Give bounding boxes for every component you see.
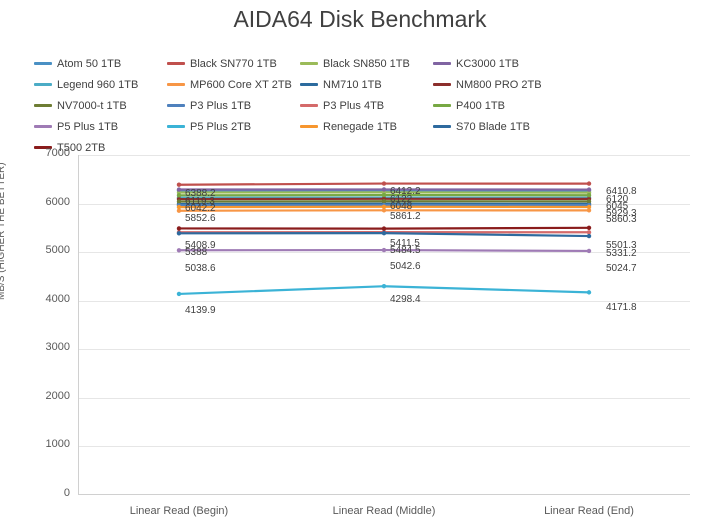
legend-swatch-icon [34,104,52,107]
y-axis-label: MB/S (HIGHER THE BETTER) [0,162,7,300]
x-axis-tick: Linear Read (Middle) [332,505,436,517]
gridline [79,446,690,448]
legend-swatch-icon [167,83,185,86]
legend-item[interactable]: P400 1TB [433,95,566,116]
data-label: 4139.9 [185,305,216,316]
legend-item[interactable]: P3 Plus 4TB [300,95,433,116]
legend-swatch-icon [34,146,52,149]
data-label: 5852.6 [185,213,216,224]
y-axis-tick: 0 [63,487,70,499]
legend-label: P5 Plus 2TB [190,120,252,133]
chart-title: AIDA64 Disk Benchmark [233,6,487,32]
data-label: 6042.2 [185,203,216,214]
y-axis-tick: 4000 [45,292,70,305]
data-label: 6119.3 [185,196,215,207]
x-axis-tick: Linear Read (End) [544,505,634,517]
gridline [79,203,690,205]
legend-label: MP600 Core XT 2TB [190,78,292,91]
plot-area [78,155,690,495]
legend-item[interactable]: P3 Plus 1TB [167,95,300,116]
data-label: 6388.2 [185,188,216,199]
legend-label: P3 Plus 4TB [323,99,385,112]
legend-item[interactable]: Atom 50 1TB [34,53,167,74]
legend-item[interactable]: Renegade 1TB [300,116,433,137]
legend-label: NM800 PRO 2TB [456,78,542,91]
legend-item[interactable]: NM710 1TB [300,74,433,95]
legend-item[interactable]: P5 Plus 1TB [34,116,167,137]
chart-legend: Atom 50 1TB Black SN770 1TB Black SN850 1T… [34,53,694,158]
y-axis-tick: 5000 [45,244,70,257]
data-label: 6412.2 [390,186,421,197]
legend-item[interactable]: KC3000 1TB [433,53,566,74]
legend-label: Atom 50 1TB [57,57,122,70]
data-label: 6120 [606,194,629,205]
legend-label: Black SN850 1TB [323,57,410,70]
legend-swatch-icon [167,62,185,65]
legend-swatch-icon [300,83,318,86]
data-label: 5860.3 [606,214,637,225]
gridline [79,252,690,254]
data-label: 6410.8 [606,186,637,197]
data-label: 5484.5 [390,245,421,256]
data-label: 5861.2 [390,211,421,222]
legend-swatch-icon [300,62,318,65]
y-axis-tick: 3000 [45,341,70,354]
gridline [79,397,690,399]
data-label: 5331.2 [606,248,637,259]
data-label: 5929.3 [606,208,637,219]
legend-swatch-icon [433,104,451,107]
gridline [79,155,690,156]
legend-label: Black SN770 1TB [190,57,277,70]
data-label: 5501.3 [606,240,637,251]
legend-label: P400 1TB [456,99,505,112]
x-axis-tick: Linear Read (Begin) [129,505,229,517]
legend-label: Renegade 1TB [323,120,397,133]
legend-swatch-icon [433,83,451,86]
legend-label: S70 Blade 1TB [456,120,530,133]
gridline [79,300,690,302]
legend-item[interactable]: P5 Plus 2TB [167,116,300,137]
legend-label: NV7000-t 1TB [57,99,127,112]
y-axis-tick: 1000 [45,438,70,451]
legend-item[interactable]: Black SN850 1TB [300,53,433,74]
legend-swatch-icon [34,125,52,128]
y-axis-tick: 6000 [45,195,70,208]
legend-item[interactable]: S70 Blade 1TB [433,116,566,137]
data-label: 5024.7 [606,263,637,274]
legend-item[interactable]: T500 2TB [34,137,167,158]
legend-swatch-icon [167,125,185,128]
legend-item[interactable]: Legend 960 1TB [34,74,167,95]
legend-swatch-icon [300,125,318,128]
data-label: 5388 [185,247,208,258]
legend-item[interactable]: MP600 Core XT 2TB [167,74,300,95]
legend-swatch-icon [34,62,52,65]
data-label: 5042.6 [390,261,421,272]
data-label: 4171.8 [606,302,637,313]
y-axis-tick: 7000 [45,147,70,159]
legend-swatch-icon [300,104,318,107]
legend-swatch-icon [167,104,185,107]
legend-label: P3 Plus 1TB [190,99,252,112]
data-label: 5411.5 [390,238,420,249]
legend-item[interactable]: NM800 PRO 2TB [433,74,566,95]
data-label: 4298.4 [390,294,421,305]
data-label: 6122 [390,194,413,205]
legend-item[interactable]: NV7000-t 1TB [34,95,167,116]
data-label: 6048 [390,201,413,212]
legend-label: KC3000 1TB [456,57,519,70]
legend-label: Legend 960 1TB [57,78,139,91]
legend-swatch-icon [433,62,451,65]
legend-item[interactable]: Black SN770 1TB [167,53,300,74]
legend-swatch-icon [433,125,451,128]
legend-label: P5 Plus 1TB [57,120,119,133]
legend-swatch-icon [34,83,52,86]
data-label: 5038.6 [185,263,216,274]
data-label: 6045 [606,201,629,212]
y-axis-tick: 2000 [45,389,70,402]
legend-label: NM710 1TB [323,78,382,91]
gridline [79,349,690,351]
data-label: 5408.9 [185,240,216,251]
